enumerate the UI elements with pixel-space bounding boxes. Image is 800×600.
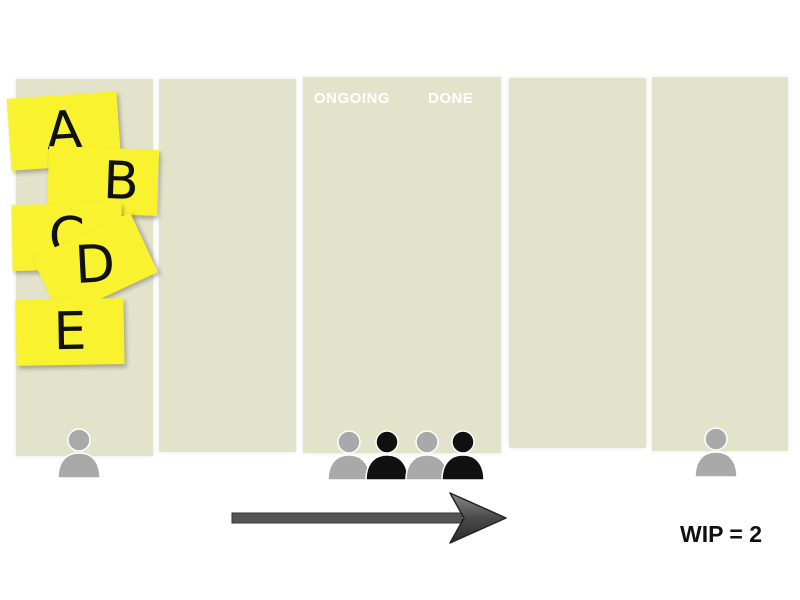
- sticky-note-label: D: [73, 233, 117, 297]
- board-column-4: [509, 78, 646, 448]
- sticky-note-e[interactable]: E: [15, 298, 125, 366]
- column-header-done: DONE: [428, 90, 474, 107]
- column-header-ongoing: ONGOING: [314, 90, 391, 107]
- person-icon: [405, 430, 449, 481]
- person-icon: [694, 427, 738, 478]
- person-icon: [327, 430, 371, 481]
- board-column-2: [159, 79, 296, 452]
- wip-limit-label: WIP = 2: [680, 521, 763, 547]
- person-icon: [441, 430, 485, 481]
- board-column-5: [652, 77, 788, 451]
- board-column-3: [303, 77, 501, 453]
- sticky-note-label: E: [53, 301, 87, 363]
- person-icon: [57, 428, 101, 479]
- flow-arrow-icon: [231, 492, 507, 544]
- person-icon: [365, 430, 409, 481]
